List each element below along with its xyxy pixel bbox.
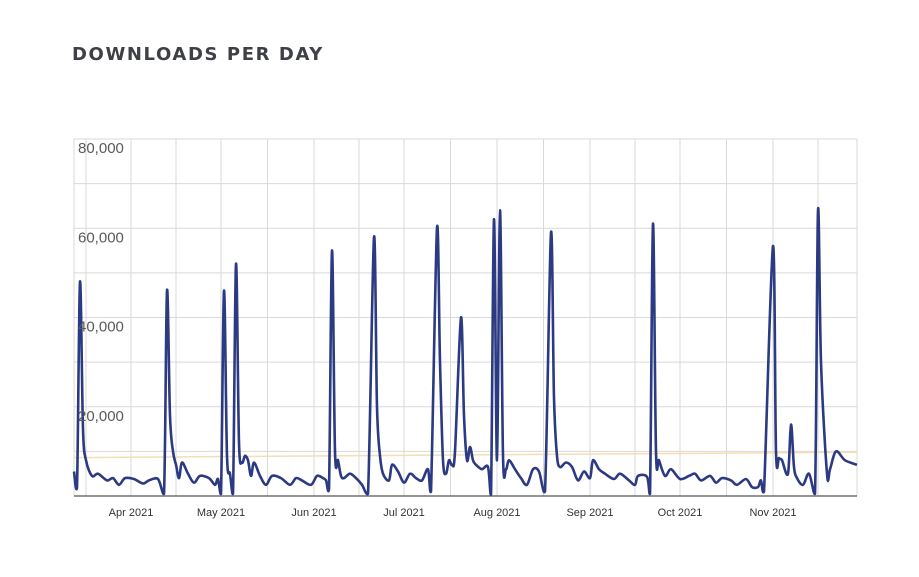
- x-tick-label: Jun 2021: [291, 507, 336, 519]
- y-tick-label: 60,000: [78, 229, 124, 246]
- x-tick-label: Aug 2021: [473, 507, 520, 519]
- x-tick-label: May 2021: [197, 507, 245, 519]
- series-line-downloads: [72, 206, 858, 497]
- x-axis-ticks: Apr 2021 May 2021 Jun 2021 Jul 2021 Aug 2021…: [109, 507, 797, 519]
- x-tick-label: Nov 2021: [749, 507, 796, 519]
- chart-title: DOWNLOADS PER DAY: [72, 44, 324, 65]
- x-tick-label: Sep 2021: [566, 507, 613, 519]
- x-tick-label: Oct 2021: [658, 507, 703, 519]
- y-tick-label: 20,000: [78, 408, 124, 425]
- x-tick-label: Jul 2021: [383, 507, 425, 519]
- x-tick-label: Apr 2021: [109, 507, 154, 519]
- y-tick-label: 80,000: [78, 140, 124, 157]
- y-tick-label: 40,000: [78, 319, 124, 336]
- horizontal-gridlines: [74, 138, 857, 452]
- y-axis-ticks: 80,000 60,000 40,000 20,000: [78, 140, 124, 425]
